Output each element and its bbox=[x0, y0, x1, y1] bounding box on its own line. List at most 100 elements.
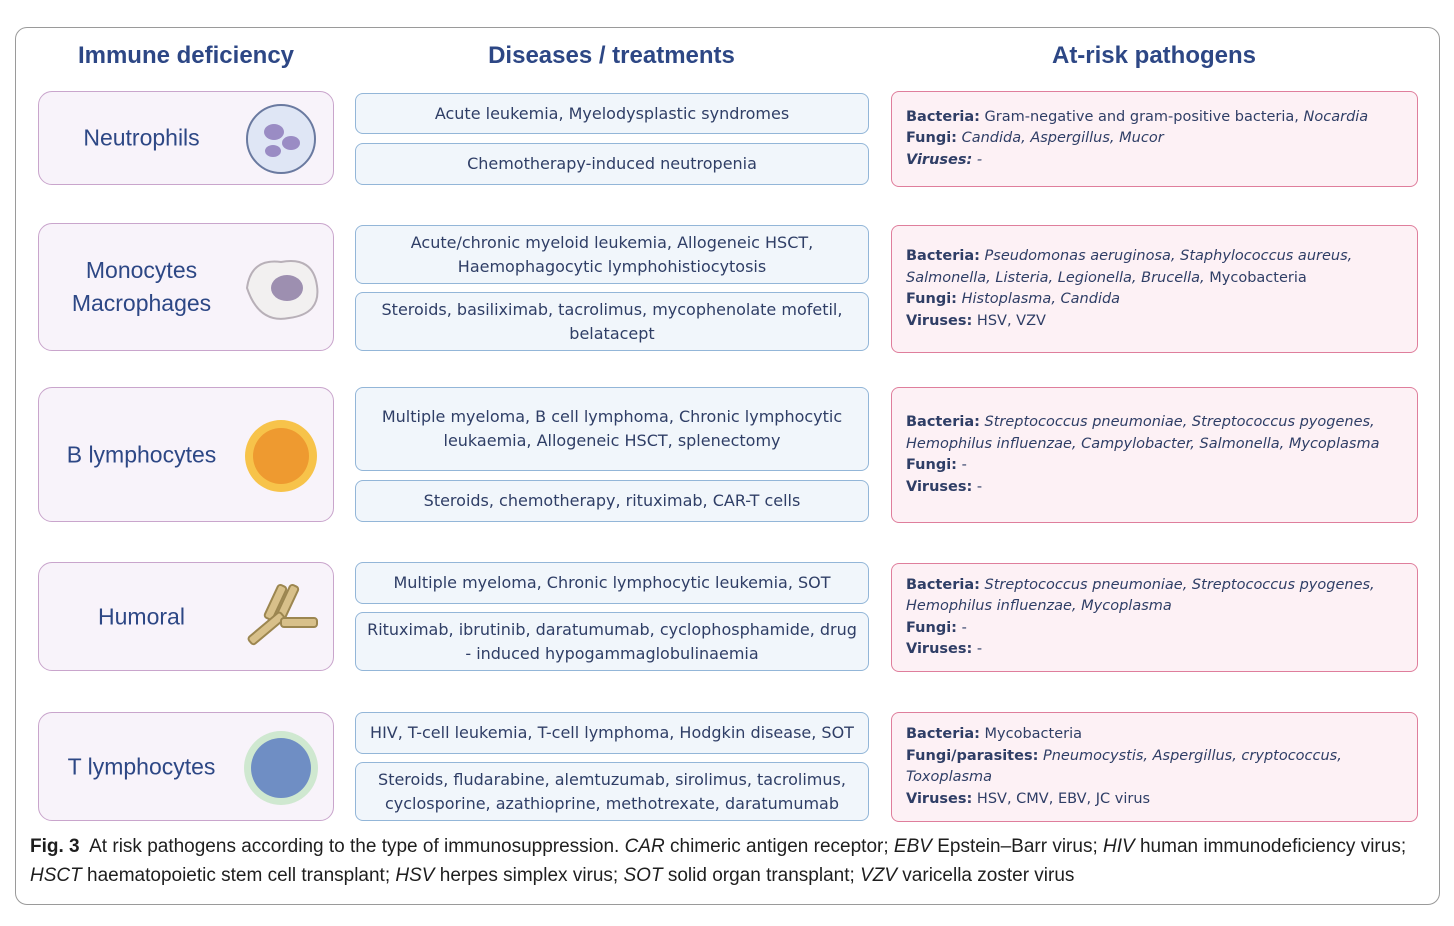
caption-text: Epstein–Barr virus; bbox=[931, 836, 1104, 857]
pathogen-text: HSV, VZV bbox=[976, 312, 1046, 329]
caption-text: human immunodeficiency virus; bbox=[1134, 836, 1412, 857]
treatment-box: Acute/chronic myeloid leukemia, Allogene… bbox=[355, 225, 869, 284]
pathogen-label: Bacteria: bbox=[906, 576, 980, 593]
caption-text: SOT bbox=[623, 865, 663, 886]
treatment-box: Multiple myeloma, Chronic lymphocytic le… bbox=[355, 562, 869, 604]
caption-text: HIV bbox=[1103, 836, 1135, 857]
pathogen-line: Viruses: - bbox=[906, 150, 1403, 172]
pathogen-label: Viruses: bbox=[906, 478, 973, 495]
deficiency-name: Humoral bbox=[39, 600, 244, 633]
treatment-box: Steroids, chemotherapy, rituximab, CAR-T… bbox=[355, 480, 869, 522]
pathogen-label: Fungi/parasites: bbox=[906, 747, 1039, 764]
deficiency-line: Monocytes bbox=[85, 257, 198, 283]
caption-text: haematopoietic stem cell transplant; bbox=[81, 865, 396, 886]
pathogen-line: Bacteria: Streptococcus pneumoniae, Stre… bbox=[906, 412, 1403, 455]
pathogen-text: Pneumocystis, Aspergillus, cryptococcus,… bbox=[906, 747, 1342, 786]
deficiency-line: Neutrophils bbox=[83, 124, 200, 151]
cell-icon bbox=[245, 419, 317, 492]
pathogen-text: Mycobacteria bbox=[984, 726, 1082, 742]
pathogen-label: Fungi: bbox=[906, 619, 957, 636]
deficiency-box: T lymphocytes bbox=[38, 712, 334, 821]
treatment-box: Multiple myeloma, B cell lymphoma, Chron… bbox=[355, 387, 869, 471]
cell-icon bbox=[246, 104, 316, 174]
pathogen-text: Streptococcus pneumoniae, Streptococcus … bbox=[906, 414, 1380, 452]
pathogen-line: Fungi: Histoplasma, Candida bbox=[906, 289, 1403, 311]
deficiency-name: Monocytes Macrophages bbox=[39, 254, 244, 320]
pathogen-text: - bbox=[976, 151, 983, 168]
deficiency-line: B lymphocytes bbox=[66, 441, 217, 467]
deficiency-box: Humoral bbox=[38, 562, 334, 671]
cell-icon bbox=[247, 583, 318, 645]
treatment-box: HIV, T-cell leukemia, T-cell lymphoma, H… bbox=[355, 712, 869, 754]
pathogen-label: Fungi: bbox=[906, 457, 957, 473]
pathogen-label: Bacteria: bbox=[906, 108, 980, 125]
pathogen-box: Bacteria: Mycobacteria Fungi/parasites: P… bbox=[891, 712, 1418, 822]
pathogen-label: Fungi: bbox=[906, 291, 957, 307]
pathogen-label: Bacteria: bbox=[906, 414, 980, 430]
caption-text: solid organ transplant; bbox=[662, 865, 861, 886]
deficiency-line: Humoral bbox=[98, 603, 185, 629]
pathogen-label: Viruses: bbox=[906, 790, 973, 807]
treatment-box: Rituximab, ibrutinib, daratumumab, cyclo… bbox=[355, 612, 869, 671]
column-header: At-risk pathogens bbox=[1051, 42, 1257, 69]
pathogen-box: Bacteria: Streptococcus pneumoniae, Stre… bbox=[891, 563, 1418, 672]
pathogen-text: Pseudomonas aeruginosa, Staphylococcus a… bbox=[906, 248, 1353, 286]
deficiency-line: Macrophages bbox=[71, 290, 212, 316]
caption-text: chimeric antigen receptor; bbox=[664, 836, 894, 857]
pathogen-text: Mycobacteria bbox=[1204, 269, 1307, 286]
pathogen-text: - bbox=[976, 478, 983, 495]
pathogen-line: Fungi: - bbox=[906, 455, 1403, 477]
caption-label: Fig. 3 bbox=[30, 836, 80, 857]
caption-text: HSV bbox=[395, 865, 435, 886]
pathogen-line: Viruses: HSV, VZV bbox=[906, 311, 1403, 333]
pathogen-line: Viruses: - bbox=[906, 477, 1403, 499]
caption-text: EBV bbox=[893, 836, 932, 857]
pathogen-text: Candida, Aspergillus, Mucor bbox=[961, 130, 1164, 147]
pathogen-label: Fungi: bbox=[906, 130, 957, 147]
pathogen-line: Bacteria: Mycobacteria bbox=[906, 724, 1403, 746]
treatment-box: Acute leukemia, Myelodysplastic syndrome… bbox=[355, 93, 869, 134]
pathogen-text: - bbox=[961, 619, 967, 636]
pathogen-label: Viruses: bbox=[906, 151, 973, 168]
deficiency-name: Neutrophils bbox=[39, 122, 244, 155]
pathogen-line: Bacteria: Pseudomonas aeruginosa, Staphy… bbox=[906, 246, 1403, 289]
treatment-box: Steroids, fludarabine, alemtuzumab, siro… bbox=[355, 762, 869, 821]
pathogen-text: - bbox=[976, 641, 983, 657]
deficiency-box: Neutrophils bbox=[38, 91, 334, 185]
caption-text: CAR bbox=[624, 836, 665, 857]
pathogen-line: Viruses: HSV, CMV, EBV, JC virus bbox=[906, 789, 1403, 811]
pathogen-label: Viruses: bbox=[906, 641, 973, 657]
pathogen-text: - bbox=[961, 457, 967, 473]
pathogen-line: Fungi: Candida, Aspergillus, Mucor bbox=[906, 128, 1403, 150]
deficiency-line: T lymphocytes bbox=[67, 753, 216, 779]
pathogen-line: Bacteria: Streptococcus pneumoniae, Stre… bbox=[906, 575, 1403, 618]
deficiency-box: Monocytes Macrophages bbox=[38, 223, 334, 351]
pathogen-text: HSV, CMV, EBV, JC virus bbox=[976, 790, 1151, 807]
caption-text: herpes simplex virus; bbox=[434, 865, 624, 886]
pathogen-line: Fungi: - bbox=[906, 618, 1403, 640]
figure-frame bbox=[15, 27, 1440, 905]
column-header: Diseases / treatments bbox=[488, 42, 735, 69]
pathogen-text: Gram-negative and gram-positive bacteria… bbox=[984, 108, 1304, 125]
pathogen-line: Viruses: - bbox=[906, 639, 1403, 661]
pathogen-text: Streptococcus pneumoniae, Streptococcus … bbox=[906, 576, 1375, 615]
cell-icon bbox=[245, 260, 319, 320]
pathogen-text: Nocardia bbox=[1303, 108, 1369, 125]
deficiency-name: B lymphocytes bbox=[39, 438, 244, 471]
treatment-box: Chemotherapy-induced neutropenia bbox=[355, 143, 869, 185]
cell-icon bbox=[244, 730, 318, 805]
caption-text: HSCT bbox=[30, 865, 82, 886]
pathogen-label: Viruses: bbox=[906, 312, 973, 329]
caption-text: varicella zoster virus bbox=[897, 865, 1075, 886]
caption: Fig. 3 At risk pathogens according to th… bbox=[30, 832, 1430, 890]
treatment-box: Steroids, basiliximab, tacrolimus, mycop… bbox=[355, 292, 869, 351]
deficiency-name: T lymphocytes bbox=[39, 750, 244, 783]
pathogen-line: Fungi/parasites: Pneumocystis, Aspergill… bbox=[906, 746, 1403, 789]
column-header: Immune deficiency bbox=[77, 42, 295, 69]
caption-text: VZV bbox=[860, 865, 898, 886]
pathogen-line: Bacteria: Gram-negative and gram-positiv… bbox=[906, 107, 1403, 129]
pathogen-box: Bacteria: Gram-negative and gram-positiv… bbox=[891, 91, 1418, 187]
deficiency-box: B lymphocytes bbox=[38, 387, 334, 522]
pathogen-text: Histoplasma, Candida bbox=[961, 291, 1121, 307]
